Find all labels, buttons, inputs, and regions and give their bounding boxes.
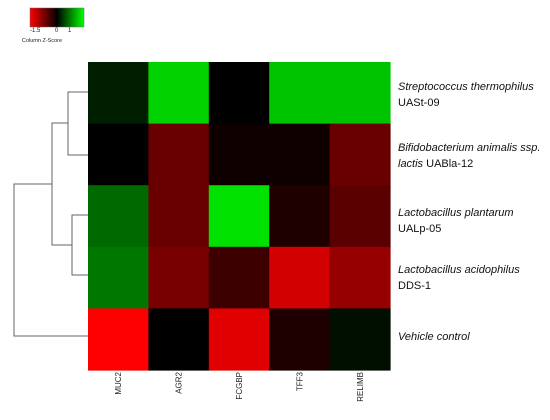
column-label: TFF3 [295, 371, 304, 391]
heatmap-cell [269, 246, 331, 309]
heatmap-cell [208, 185, 270, 248]
column-labels: MUC2 AGR2 FCGBP TFF3 RELIMB [114, 371, 365, 401]
legend-tick-mid: 0 [55, 28, 59, 34]
heatmap-cell [148, 123, 210, 186]
row-label-acidophilus: Lactobacillus acidophilus DDS-1 [398, 262, 520, 294]
row-label-organism: Bifidobacterium animalis ssp. [398, 142, 541, 154]
row-label-strain: DDS-1 [398, 280, 432, 292]
legend-tick-low: -1.5 [30, 28, 41, 34]
dendrogram-branch-top-pair [67, 91, 88, 156]
heatmap-cell [329, 185, 391, 248]
legend-tick-high: 1 [68, 28, 72, 34]
color-key [29, 7, 85, 28]
color-key-ticks: -1.5 0 1 [24, 28, 90, 38]
row-label-strain: UALp-05 [398, 223, 442, 235]
heatmap-cells [88, 62, 391, 371]
heatmap-cell [88, 62, 149, 125]
row-label-bifidobacterium: Bifidobacterium animalis ssp. lactis UAB… [398, 140, 540, 172]
row-label-strain: UABla-12 [426, 158, 474, 170]
dendrogram-branch-mid-pair [71, 214, 88, 276]
column-label: AGR2 [175, 371, 184, 393]
heatmap-cell [88, 246, 149, 309]
heatmap-cell [208, 246, 270, 309]
row-label-strain: UASt-09 [398, 97, 440, 109]
legend-title: Column Z-Score [22, 38, 63, 44]
heatmap-cell [88, 123, 149, 186]
row-label-organism: Lactobacillus acidophilus [398, 264, 520, 276]
heatmap-cell [88, 185, 149, 248]
heatmap-cell [269, 308, 331, 371]
row-label-plantarum: Lactobacillus plantarum UALp-05 [398, 205, 514, 237]
heatmap-cell [269, 123, 331, 186]
row-label-organism: Streptococcus thermophilus [398, 81, 534, 93]
heatmap-cell [329, 308, 391, 371]
heatmap-cell [269, 185, 331, 248]
dendrogram-branch-root [13, 183, 88, 337]
column-label: RELIMB [356, 372, 365, 402]
heatmap-cell [329, 62, 391, 125]
heatmap-cell [148, 62, 210, 125]
heatmap-cell [148, 246, 210, 309]
heatmap-cell [148, 308, 210, 371]
heatmap-cell [208, 308, 270, 371]
heatmap-cell [208, 62, 270, 125]
row-label-vehicle: Vehicle control [398, 329, 470, 345]
heatmap-cell [329, 123, 391, 186]
heatmap-cell [148, 185, 210, 248]
dendrogram-branch-join [51, 122, 72, 246]
heatmap-cell [269, 62, 331, 125]
heatmap-cell [329, 246, 391, 309]
heatmap-cell [208, 123, 270, 186]
row-label-subspecies: lactis [398, 158, 424, 170]
row-dendrogram [13, 91, 88, 337]
heatmap-cell [88, 308, 149, 371]
row-label-organism: Lactobacillus plantarum [398, 207, 514, 219]
row-label-streptococcus: Streptococcus thermophilus UASt-09 [398, 79, 534, 111]
color-key-gradient [29, 7, 85, 28]
row-label-organism: Vehicle control [398, 331, 470, 343]
column-label: MUC2 [114, 371, 123, 394]
column-label: FCGBP [235, 372, 244, 400]
